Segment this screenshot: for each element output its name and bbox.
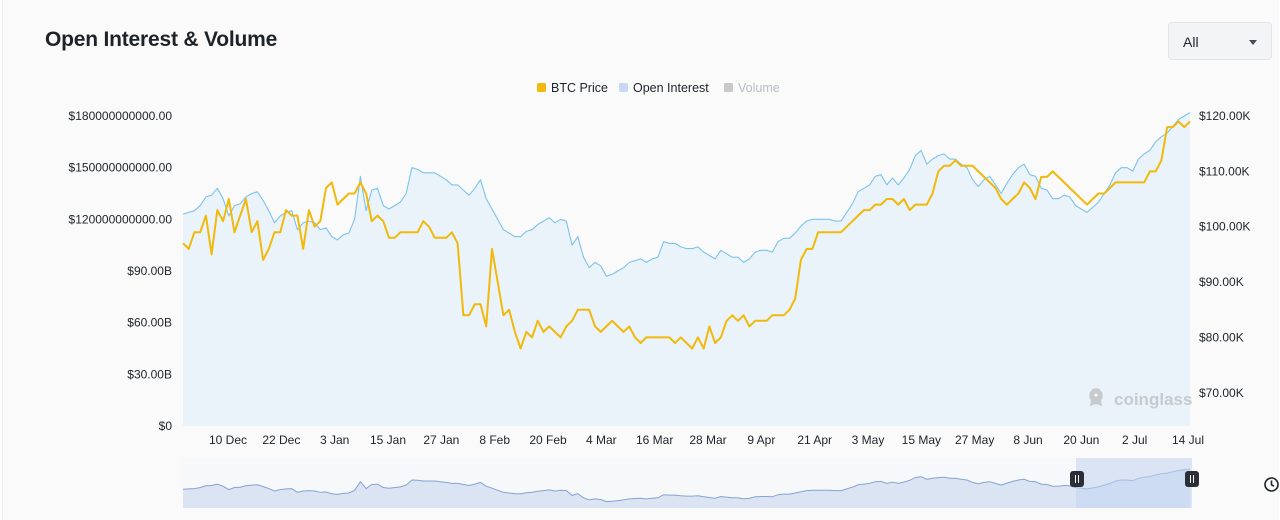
- x-tick-label: 3 Jan: [320, 433, 349, 447]
- navigator-handle-left[interactable]: [1070, 471, 1084, 487]
- legend: BTC Price Open Interest Volume: [537, 81, 780, 95]
- left-tick-label: $90.00B: [127, 264, 172, 278]
- x-tick-label: 15 May: [902, 433, 941, 447]
- x-axis: 10 Dec 22 Dec 3 Jan 15 Jan 27 Jan 8 Feb 20 Feb…: [209, 433, 1204, 447]
- x-tick-label: 22 Dec: [262, 433, 300, 447]
- open-interest-area: [183, 112, 1190, 426]
- x-tick-label: 20 Feb: [529, 433, 567, 447]
- right-tick-label: $120.00K: [1199, 109, 1250, 123]
- left-tick-label: $120000000000.00: [69, 212, 173, 226]
- legend-swatch: [619, 83, 628, 92]
- x-tick-label: 3 May: [852, 433, 885, 447]
- open-interest-line[interactable]: [182, 112, 1191, 277]
- legend-swatch: [537, 83, 546, 92]
- watermark: coinglass: [1089, 388, 1192, 409]
- legend-label: Volume: [738, 81, 780, 95]
- legend-label: Open Interest: [633, 81, 709, 95]
- x-tick-label: 20 Jun: [1063, 433, 1099, 447]
- navigator-selection[interactable]: [1076, 458, 1192, 508]
- right-tick-label: $80.00K: [1199, 330, 1244, 344]
- x-tick-label: 8 Feb: [479, 433, 510, 447]
- x-tick-label: 28 Mar: [689, 433, 726, 447]
- x-tick-label: 2 Jul: [1122, 433, 1147, 447]
- legend-label: BTC Price: [551, 81, 608, 95]
- plot-area: [182, 112, 1191, 426]
- x-tick-label: 14 Jul: [1172, 433, 1204, 447]
- watermark-text: coinglass: [1114, 390, 1192, 409]
- x-tick-label: 21 Apr: [797, 433, 832, 447]
- legend-swatch: [724, 83, 733, 92]
- right-tick-label: $100.00K: [1199, 220, 1250, 234]
- right-tick-label: $110.00K: [1199, 164, 1250, 178]
- right-tick-label: $70.00K: [1199, 386, 1244, 400]
- chevron-down-icon: [1249, 40, 1257, 45]
- legend-item-1[interactable]: Open Interest: [619, 81, 709, 95]
- right-axis: $70.00K $80.00K $90.00K $100.00K $110.00K $12…: [1199, 109, 1250, 400]
- x-tick-label: 9 Apr: [747, 433, 775, 447]
- x-tick-label: 15 Jan: [370, 433, 406, 447]
- left-tick-label: $180000000000.00: [69, 109, 173, 123]
- navigator-handle-right[interactable]: [1185, 471, 1199, 487]
- left-tick-label: $60.00B: [127, 316, 172, 330]
- navigator-line: [182, 468, 1191, 503]
- left-tick-label: $30.00B: [127, 367, 172, 381]
- navigator-area: [183, 469, 1190, 508]
- x-tick-label: 16 Mar: [636, 433, 673, 447]
- legend-item-0[interactable]: BTC Price: [537, 81, 608, 95]
- left-tick-label: $0: [159, 419, 173, 433]
- range-dropdown[interactable]: All: [1168, 22, 1272, 60]
- left-axis: $0 $30.00B $60.00B $90.00B $120000000000.00 $…: [69, 109, 173, 433]
- x-tick-label: 27 Jan: [423, 433, 459, 447]
- x-tick-label: 27 May: [955, 433, 994, 447]
- drag-handle-icon: [1070, 471, 1084, 487]
- btc-price-line[interactable]: [182, 120, 1191, 350]
- x-tick-label: 8 Jun: [1013, 433, 1042, 447]
- clock-icon[interactable]: [1263, 476, 1280, 493]
- coinglass-logo-icon: [1089, 388, 1103, 406]
- range-navigator[interactable]: [182, 458, 1199, 508]
- range-dropdown-value: All: [1183, 34, 1199, 50]
- x-tick-label: 4 Mar: [586, 433, 617, 447]
- right-tick-label: $90.00K: [1199, 275, 1244, 289]
- left-tick-label: $150000000000.00: [69, 161, 173, 175]
- drag-handle-icon: [1185, 471, 1199, 487]
- legend-item-2[interactable]: Volume: [724, 81, 780, 95]
- x-tick-label: 10 Dec: [209, 433, 247, 447]
- chart-title: Open Interest & Volume: [45, 28, 278, 51]
